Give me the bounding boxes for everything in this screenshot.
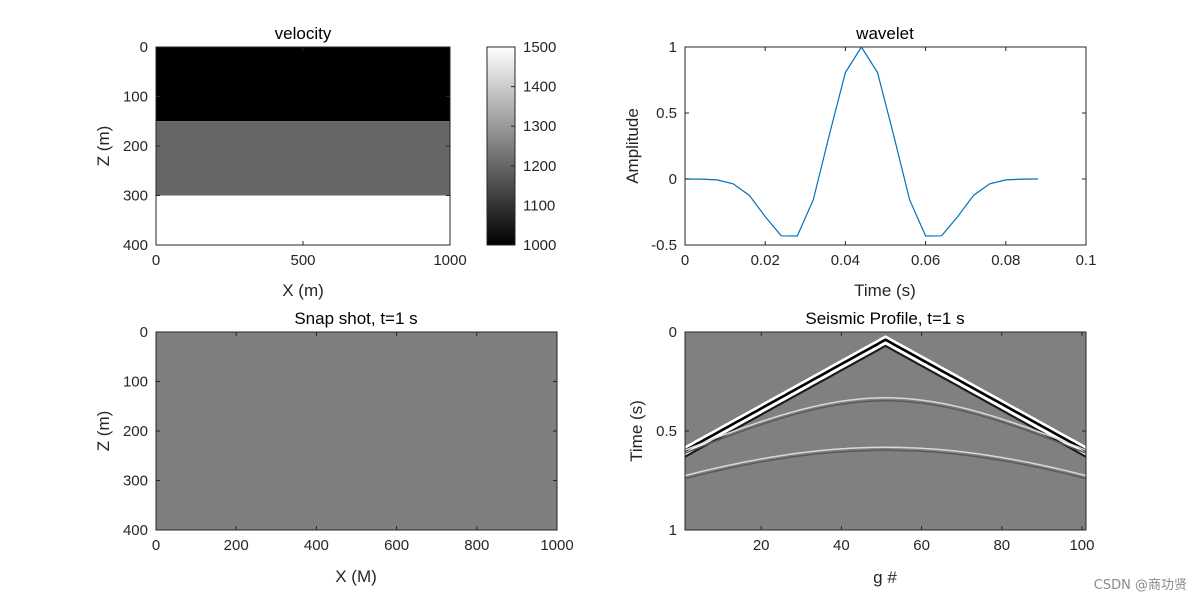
wavelet-ticks: 0 0.02 0.04 0.06 0.08 0.1-0.500.51 <box>651 39 1096 269</box>
profile-ytick-label: 0.5 <box>656 423 677 440</box>
snapshot-xtick-label: 0 <box>152 537 160 554</box>
profile-ylabel: Time (s) <box>627 400 646 462</box>
profile-background <box>685 332 1086 530</box>
panel-velocity: velocity 0 500 1000 0 100 200 300 400 X (m) Z (… <box>94 24 556 300</box>
profile-xtick-label: 100 <box>1069 537 1094 554</box>
snapshot-ytick-label: 300 <box>123 473 148 490</box>
snapshot-xtick-label: 800 <box>464 537 489 554</box>
velocity-ylabel: Z (m) <box>94 126 113 167</box>
direct-wave-black-lobe <box>684 338 1087 453</box>
wavelet-ytick-label: 0.5 <box>656 105 677 122</box>
profile-xtick-label: 60 <box>913 537 930 554</box>
colorbar-tick-label: 1300 <box>523 118 556 135</box>
snapshot-ytick-label: 100 <box>123 374 148 391</box>
velocity-xlabel: X (m) <box>282 281 324 300</box>
snapshot-ylabel: Z (m) <box>94 411 113 452</box>
snapshot-title: Snap shot, t=1 s <box>294 309 417 328</box>
profile-xlabel: g # <box>873 568 897 587</box>
watermark: CSDN @商功贤 <box>1093 578 1187 593</box>
snapshot-xlabel: X (M) <box>335 567 377 586</box>
snapshot-ticks: 0 200 400 600 800 1000 0 100 200 300 400 <box>123 324 574 554</box>
profile-xtick-label: 20 <box>753 537 770 554</box>
velocity-ytick-label: 0 <box>140 39 148 56</box>
reflection-light-lobe <box>684 397 1087 451</box>
velocity-ytick-label: 100 <box>123 89 148 106</box>
snapshot-ytick-label: 0 <box>140 324 148 341</box>
wavelet-xtick-label: 0.06 <box>911 252 940 269</box>
wavelet-xlabel: Time (s) <box>854 281 916 300</box>
panel-snapshot: Snap shot, t=1 s 0 200 400 600 800 1000 0 100 20… <box>94 309 574 586</box>
wavelet-series-line <box>684 45 1038 237</box>
direct-wave-black-lobe <box>684 344 1087 458</box>
colorbar-tick-label: 1500 <box>523 39 556 56</box>
colorbar-tick-label: 1100 <box>523 197 555 214</box>
panel-wavelet: wavelet 0 0.02 0.04 0.06 0.08 0.1-0.500.51 Ti… <box>623 24 1096 300</box>
velocity-colorbar <box>486 46 516 246</box>
velocity-ytick-label: 300 <box>123 188 148 205</box>
wavelet-ytick-label: 1 <box>669 39 677 56</box>
velocity-xtick-label: 1000 <box>433 252 466 269</box>
snapshot-xtick-label: 200 <box>224 537 249 554</box>
wavelet-xtick-label: 0.08 <box>991 252 1020 269</box>
wavelet-plot-frame <box>684 46 1087 246</box>
profile-title: Seismic Profile, t=1 s <box>805 309 964 328</box>
snapshot-ytick-label: 200 <box>123 423 148 440</box>
wavelet-xtick-label: 0.1 <box>1076 252 1097 269</box>
profile-ticks: 20 40 60 80 100 0 0.5 1 <box>656 324 1094 554</box>
profile-ytick-label: 0 <box>669 324 677 341</box>
snapshot-xtick-label: 400 <box>304 537 329 554</box>
velocity-ytick-label: 400 <box>123 237 148 254</box>
colorbar-tick-label: 1400 <box>523 79 556 96</box>
velocity-ticks: 0 500 1000 0 100 200 300 400 <box>123 39 467 269</box>
direct-wave-white-lobe <box>684 335 1087 450</box>
velocity-layer <box>156 47 450 122</box>
velocity-title: velocity <box>275 24 332 43</box>
colorbar-tick-label: 1200 <box>523 158 556 175</box>
velocity-layer <box>156 121 450 196</box>
colorbar-ticks: 1000 1100 1200 1300 1400 1500 <box>511 39 556 254</box>
wavelet-ylabel: Amplitude <box>623 108 642 184</box>
wavelet-ytick-label: 0 <box>669 171 677 188</box>
snapshot-ytick-label: 400 <box>123 522 148 539</box>
snapshot-field <box>156 332 557 530</box>
wavelet-xtick-label: 0 <box>681 252 689 269</box>
snapshot-xtick-label: 600 <box>384 537 409 554</box>
reflection-dark-lobe <box>684 449 1087 480</box>
reflection-light-lobe <box>684 446 1087 477</box>
reflection-dark-lobe <box>684 400 1087 454</box>
velocity-layer <box>156 195 450 245</box>
direct-wave-white-lobe <box>684 341 1087 456</box>
wavelet-xtick-label: 0.02 <box>751 252 780 269</box>
snapshot-xtick-label: 1000 <box>540 537 573 554</box>
wavelet-xtick-label: 0.04 <box>831 252 860 269</box>
wavelet-title: wavelet <box>855 24 914 43</box>
velocity-layers <box>156 47 450 245</box>
profile-xtick-label: 40 <box>833 537 850 554</box>
profile-xtick-label: 80 <box>993 537 1010 554</box>
wavelet-ytick-label: -0.5 <box>651 237 677 254</box>
velocity-xtick-label: 0 <box>152 252 160 269</box>
colorbar-tick-label: 1000 <box>523 237 556 254</box>
panel-profile: Seismic Profile, t=1 s 20 40 60 80 10000.51 … <box>627 309 1095 587</box>
profile-events <box>684 335 1087 480</box>
profile-ytick-label: 1 <box>669 522 677 539</box>
velocity-ytick-label: 200 <box>123 138 148 155</box>
velocity-xtick-label: 500 <box>290 252 315 269</box>
